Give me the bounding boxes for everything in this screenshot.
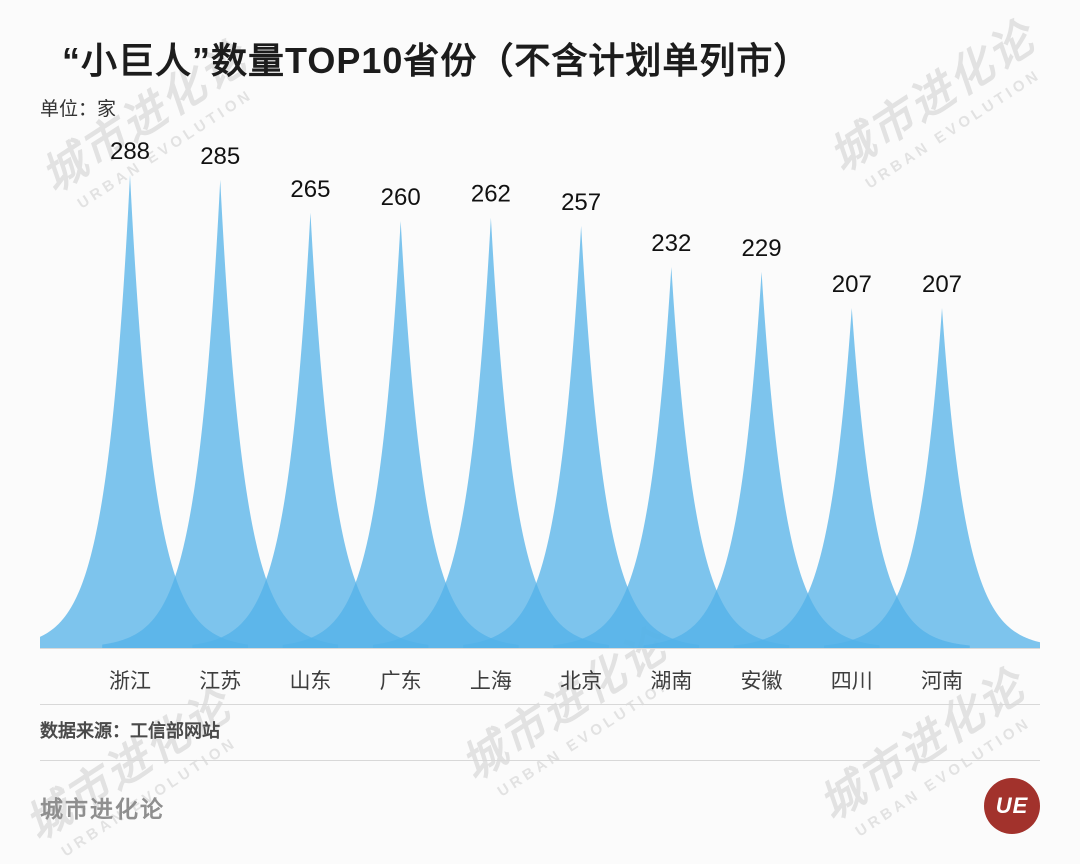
category-label: 湖南 xyxy=(650,670,692,693)
data-source-label: 数据来源：工信部网站 xyxy=(40,721,220,741)
value-label: 262 xyxy=(471,181,511,208)
page-title: “小巨人”数量TOP10省份（不含计划单列市） xyxy=(62,40,811,81)
chart-peak xyxy=(40,175,248,648)
chart-peak xyxy=(102,179,339,648)
category-label: 四川 xyxy=(831,670,873,693)
divider xyxy=(40,704,1040,705)
value-label: 260 xyxy=(381,184,421,211)
category-label: 浙江 xyxy=(109,670,151,693)
category-label: 北京 xyxy=(560,670,602,693)
category-label: 安徽 xyxy=(741,670,783,693)
chart-peak xyxy=(643,271,880,648)
category-label: 上海 xyxy=(470,670,512,693)
chart-peak xyxy=(192,212,429,648)
chart-peak xyxy=(282,220,519,648)
value-label: 257 xyxy=(561,189,601,216)
value-label: 232 xyxy=(651,230,691,257)
brand-footer: 城市进化论 xyxy=(40,796,165,822)
peak-chart: 288 浙江 285 江苏 265 山东 260 广东 262 上海 257 北京 232 湖南 229 安徽… xyxy=(40,138,1040,693)
value-label: 229 xyxy=(742,235,782,262)
value-label: 285 xyxy=(200,143,240,170)
chart-peak xyxy=(463,225,700,648)
category-label: 河南 xyxy=(921,670,963,693)
value-label: 207 xyxy=(922,271,962,298)
unit-label: 单位：家 xyxy=(40,99,117,120)
chart-peak xyxy=(824,308,1040,648)
category-label: 江苏 xyxy=(199,670,241,693)
value-label: 265 xyxy=(290,176,330,203)
value-label: 207 xyxy=(832,271,872,298)
brand-logo: UE xyxy=(984,778,1040,834)
brand-logo-text: UE xyxy=(995,793,1029,818)
category-label: 山东 xyxy=(289,670,331,693)
value-label: 288 xyxy=(110,138,150,165)
chart-peak xyxy=(733,308,970,648)
chart-peak xyxy=(553,266,790,648)
category-label: 广东 xyxy=(380,670,422,693)
chart-peak xyxy=(372,217,609,648)
divider xyxy=(40,760,1040,761)
